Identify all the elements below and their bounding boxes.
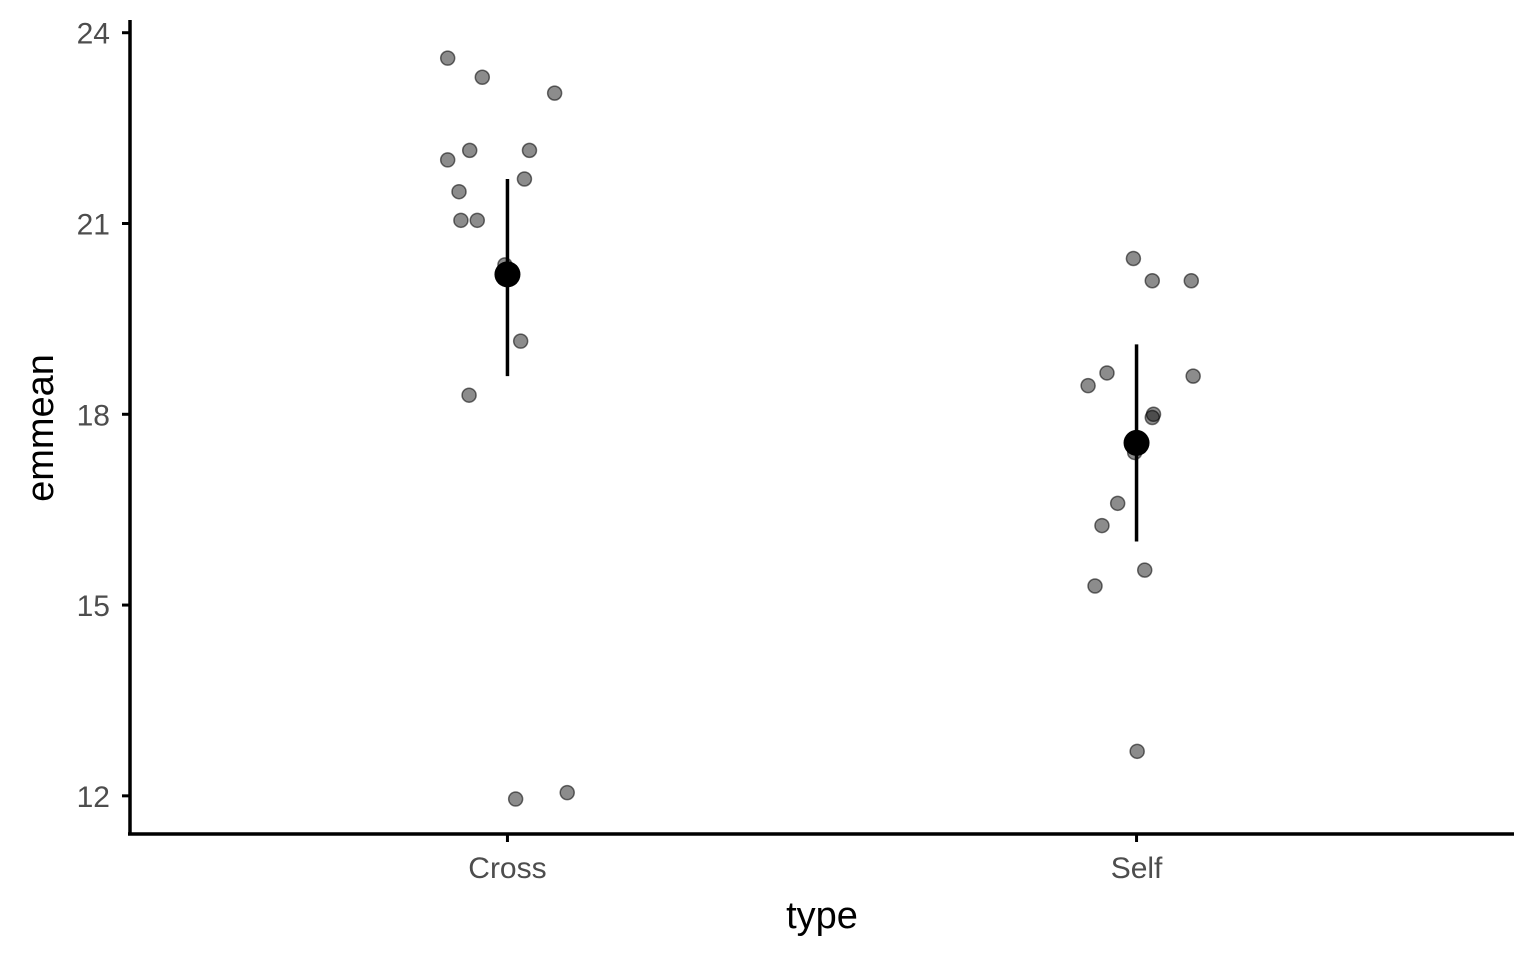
- raw-data-point: [461, 387, 477, 403]
- raw-data-point: [1136, 562, 1153, 578]
- raw-data-point: [1144, 409, 1161, 426]
- raw-data-point: [1087, 578, 1103, 594]
- y-tick-label: 24: [77, 18, 110, 51]
- y-tick-label: 12: [77, 781, 110, 814]
- raw-data-point: [439, 50, 456, 66]
- raw-data-point: [1129, 743, 1145, 760]
- x-axis-ticks: Cross Self: [468, 834, 1163, 885]
- y-tick-label: 21: [77, 209, 110, 242]
- y-tick-label: 15: [77, 590, 110, 623]
- x-tick-label-self: Self: [1111, 852, 1163, 885]
- plot-area: [439, 50, 1201, 807]
- raw-data-point: [507, 791, 524, 807]
- raw-data-point: [546, 85, 563, 101]
- raw-data-point: [439, 152, 456, 168]
- raw-data-point: [1185, 368, 1201, 384]
- raw-data-point: [521, 142, 538, 159]
- raw-data-point: [1099, 365, 1115, 381]
- raw-data-point: [1125, 250, 1142, 267]
- x-axis-title: type: [786, 895, 858, 937]
- raw-data-point: [1109, 495, 1126, 512]
- raw-data-point: [474, 69, 491, 85]
- raw-data-point: [453, 212, 469, 229]
- x-tick-label-cross: Cross: [468, 852, 546, 885]
- raw-data-point: [512, 333, 529, 349]
- raw-data-point: [516, 171, 533, 187]
- axes: [128, 20, 1514, 836]
- raw-data-point: [559, 784, 575, 801]
- raw-data-point: [1094, 517, 1110, 534]
- emmean-point-cross: [494, 261, 521, 288]
- raw-data-point: [469, 212, 486, 229]
- y-axis-ticks: 12 15 18 21 24: [77, 18, 130, 814]
- y-tick-label: 18: [77, 399, 110, 432]
- raw-data-point: [1183, 272, 1200, 289]
- raw-data-point: [1144, 272, 1161, 289]
- emmean-point-self: [1123, 429, 1150, 456]
- raw-data-point: [461, 142, 478, 159]
- raw-data-point: [1080, 377, 1096, 394]
- raw-data-point: [451, 183, 467, 200]
- y-axis-title: emmean: [20, 354, 62, 502]
